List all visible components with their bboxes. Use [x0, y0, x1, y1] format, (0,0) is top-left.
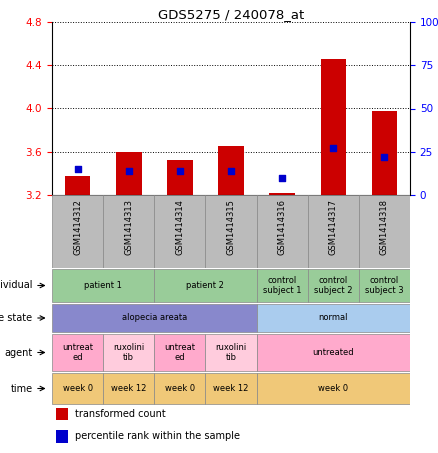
Bar [308, 269, 359, 302]
Title: GDS5275 / 240078_at: GDS5275 / 240078_at [158, 8, 304, 21]
Bar [52, 334, 103, 371]
Bar [321, 59, 346, 195]
Text: control
subject 2: control subject 2 [314, 276, 353, 295]
Text: week 0: week 0 [318, 384, 348, 393]
Text: alopecia areata: alopecia areata [122, 313, 187, 323]
Text: GSM1414316: GSM1414316 [278, 199, 286, 255]
Bar [103, 373, 154, 405]
Text: time: time [11, 384, 32, 394]
Bar [257, 373, 410, 405]
Text: disease state: disease state [0, 313, 32, 323]
Bar [257, 269, 308, 302]
Point [74, 165, 81, 173]
Bar [269, 193, 295, 195]
Bar [205, 373, 257, 405]
Bar [103, 334, 154, 371]
Bar [257, 334, 410, 371]
Text: week 12: week 12 [213, 384, 249, 393]
Bar [56, 430, 68, 443]
Text: ruxolini
tib: ruxolini tib [113, 343, 145, 362]
Point [330, 145, 337, 152]
Bar [154, 195, 205, 268]
Bar [154, 334, 205, 371]
Bar [52, 195, 103, 268]
Text: patient 1: patient 1 [84, 281, 122, 290]
Bar [167, 160, 193, 195]
Text: GSM1414312: GSM1414312 [73, 199, 82, 255]
Text: week 0: week 0 [63, 384, 92, 393]
Text: patient 2: patient 2 [187, 281, 224, 290]
Text: GSM1414318: GSM1414318 [380, 199, 389, 255]
Bar [56, 408, 68, 420]
Bar [371, 111, 397, 195]
Text: normal: normal [318, 313, 348, 323]
Bar [257, 304, 410, 333]
Text: untreat
ed: untreat ed [164, 343, 195, 362]
Bar [218, 146, 244, 195]
Bar [205, 195, 257, 268]
Point [381, 153, 388, 160]
Text: GSM1414315: GSM1414315 [226, 199, 236, 255]
Bar [103, 195, 154, 268]
Point [177, 167, 184, 174]
Text: percentile rank within the sample: percentile rank within the sample [75, 431, 240, 441]
Text: agent: agent [4, 347, 32, 357]
Bar [205, 334, 257, 371]
Text: GSM1414317: GSM1414317 [329, 199, 338, 255]
Text: GSM1414313: GSM1414313 [124, 199, 133, 255]
Text: week 12: week 12 [111, 384, 146, 393]
Bar [116, 152, 141, 195]
Point [279, 174, 286, 181]
Bar [65, 176, 90, 195]
Bar [359, 269, 410, 302]
Point [125, 167, 132, 174]
Text: week 0: week 0 [165, 384, 195, 393]
Text: transformed count: transformed count [75, 409, 166, 419]
Text: individual: individual [0, 280, 32, 290]
Bar [52, 373, 103, 405]
Bar [52, 304, 257, 333]
Text: control
subject 1: control subject 1 [263, 276, 301, 295]
Text: control
subject 3: control subject 3 [365, 276, 404, 295]
Bar [154, 269, 257, 302]
Bar [359, 195, 410, 268]
Bar [52, 269, 154, 302]
Text: GSM1414314: GSM1414314 [175, 199, 184, 255]
Bar [308, 195, 359, 268]
Text: untreated: untreated [312, 348, 354, 357]
Bar [257, 195, 308, 268]
Bar [154, 373, 205, 405]
Point [227, 167, 234, 174]
Text: ruxolini
tib: ruxolini tib [215, 343, 247, 362]
Text: untreat
ed: untreat ed [62, 343, 93, 362]
